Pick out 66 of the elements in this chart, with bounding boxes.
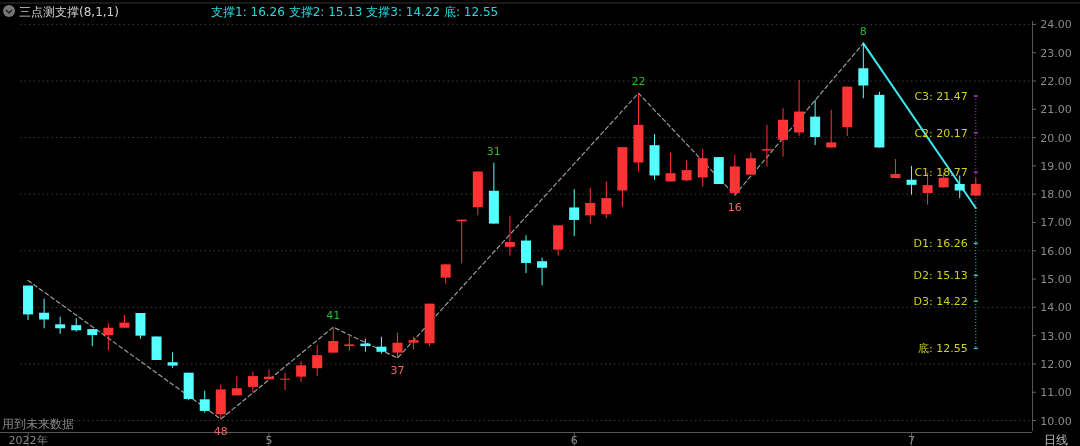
candlestick <box>521 234 531 274</box>
y-tick-label: 13.00 <box>1040 329 1072 343</box>
x-tick-label: 6 <box>570 434 578 446</box>
annotation: 16 <box>727 201 742 215</box>
x-tick-label: 2022年 <box>8 434 48 446</box>
y-tick-label: 21.00 <box>1040 103 1072 117</box>
candlestick <box>537 257 548 286</box>
candlestick <box>826 109 837 148</box>
line-series <box>27 42 864 420</box>
candlestick <box>151 335 162 361</box>
ref-line-label: C3: 21.47 <box>914 89 968 103</box>
y-tick-label: 22.00 <box>1040 74 1072 88</box>
candlestick <box>328 326 339 354</box>
ref-line-label: 底: 12.55 <box>918 342 968 356</box>
ref-line-label: D2: 15.13 <box>913 269 968 283</box>
y-tick-label: 16.00 <box>1040 244 1072 258</box>
chart-subtitle: 支撑1: 16.26 支撑2: 15.13 支撑3: 14.22 底: 12.55 <box>211 4 499 19</box>
y-tick-label: 20.00 <box>1040 131 1072 145</box>
y-tick-label: 23.00 <box>1040 46 1072 60</box>
y-tick-label: 24.00 <box>1040 18 1072 32</box>
y-tick-label: 18.00 <box>1040 188 1072 202</box>
y-tick-label: 19.00 <box>1040 159 1072 173</box>
candlestick <box>199 390 210 414</box>
candlestick <box>778 107 789 158</box>
candlestick <box>954 174 965 199</box>
candlestick <box>392 332 403 359</box>
ref-line-label: D3: 14.22 <box>913 295 968 309</box>
x-tick-label: 7 <box>908 434 916 446</box>
candlestick <box>906 165 917 196</box>
y-tick-label: 17.00 <box>1040 216 1072 230</box>
candlestick <box>39 298 50 329</box>
candlestick <box>697 148 708 188</box>
candlestick <box>585 187 596 225</box>
candlestick <box>440 263 451 285</box>
y-tick-label: 10.00 <box>1040 414 1072 428</box>
candlestick <box>858 42 869 99</box>
y-tick-label: 15.00 <box>1040 273 1072 287</box>
text: 日线 <box>1044 433 1068 446</box>
candlestick <box>601 180 612 219</box>
y-tick-label: 12.00 <box>1040 357 1072 371</box>
annotation: 22 <box>631 75 646 89</box>
annotation: 8 <box>859 25 867 39</box>
candlestick <box>665 152 676 182</box>
candlestick <box>103 322 114 351</box>
candlestick <box>135 312 146 340</box>
candlestick <box>761 124 772 167</box>
chart-title: 三点测支撑(8,1,1) <box>19 4 119 19</box>
annotation: 用到未来数据 <box>2 417 74 431</box>
candlestick <box>681 159 692 182</box>
candlestick <box>569 188 580 237</box>
candlestick <box>312 344 323 377</box>
y-tick-label: 11.00 <box>1040 386 1072 400</box>
candlestick <box>810 99 821 146</box>
candlestick <box>745 152 756 176</box>
x-tick-label: 5 <box>265 434 273 446</box>
candlestick <box>247 371 258 394</box>
candlestick <box>794 79 805 137</box>
annotation: 37 <box>390 364 405 377</box>
candlestick <box>280 372 291 391</box>
y-tick-label: 14.00 <box>1040 301 1072 315</box>
annotation: 31 <box>486 144 501 158</box>
ref-line-label: D1: 16.26 <box>913 237 968 251</box>
annotation: 41 <box>326 309 341 323</box>
candlestick <box>296 360 307 383</box>
annotation: 48 <box>213 425 228 439</box>
candlestick <box>504 215 515 257</box>
